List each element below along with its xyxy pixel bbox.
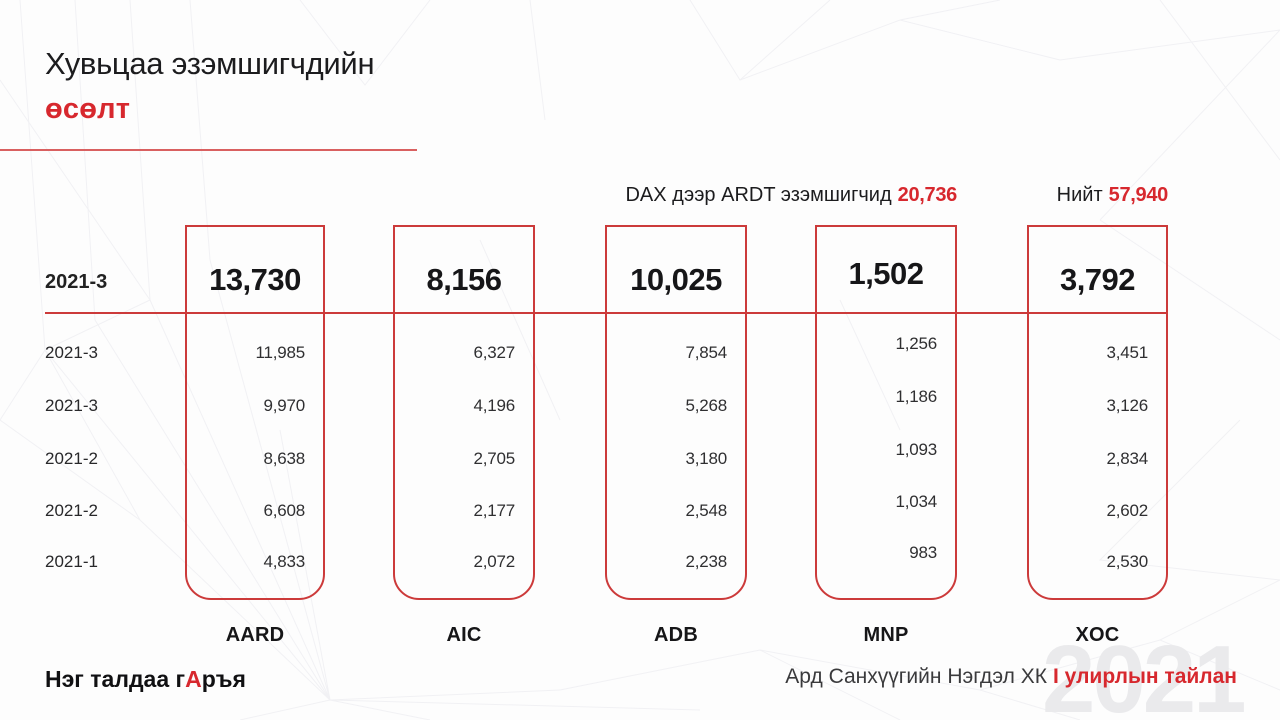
column-value: 7,854: [685, 343, 727, 362]
column-border: [1027, 225, 1168, 600]
total-holders-stat: Нийт 57,940: [1056, 182, 1169, 208]
column-value: 2,602: [1106, 501, 1148, 520]
column-current-value: 3,792: [1059, 262, 1136, 297]
row-label-4: 2021-1: [45, 552, 98, 571]
ticker-label-mnp: MNP: [863, 624, 909, 646]
column-current-value: 13,730: [209, 262, 301, 297]
column-value: 1,256: [895, 334, 937, 353]
report-title: I улирлын тайлан: [1053, 665, 1237, 688]
column-value: 983: [909, 543, 937, 562]
brand-slogan: Нэг талдаа гАръя: [45, 666, 246, 693]
column-aic: 8,156 6,327 4,196 2,705 2,177 2,072 AIC: [393, 225, 535, 646]
row-label-1: 2021-3: [45, 396, 98, 415]
ticker-label-aard: AARD: [225, 624, 285, 646]
row-label-0: 2021-3: [45, 343, 98, 362]
column-value: 9,970: [263, 396, 305, 415]
title-underline: [0, 149, 417, 151]
column-value: 6,327: [473, 343, 515, 362]
total-holders-value: 57,940: [1108, 184, 1169, 206]
column-value: 8,638: [263, 449, 305, 468]
slogan-text-prefix: Нэг талдаа г: [45, 666, 186, 692]
column-value: 1,034: [895, 492, 937, 511]
column-value: 3,451: [1106, 343, 1148, 362]
column-border: [605, 225, 747, 600]
year-watermark: 2021: [1042, 626, 1247, 720]
ticker-label-xoc: XOC: [1075, 624, 1120, 646]
column-aard: 13,730 11,985 9,970 8,638 6,608 4,833 AA…: [185, 225, 325, 646]
column-current-value: 8,156: [426, 262, 502, 297]
page-title: Хувьцаа эзэмшигчдийн: [45, 46, 375, 81]
column-value: 1,093: [895, 440, 937, 459]
column-value: 2,548: [685, 501, 727, 520]
row-label-2: 2021-2: [45, 449, 98, 468]
current-period-label: 2021-3: [45, 271, 108, 293]
column-mnp: 1,502 1,256 1,186 1,093 1,034 983 MNP: [815, 225, 957, 646]
report-footer: Ард Санхүүгийн Нэгдэл ХК I улирлын тайлан: [785, 665, 1237, 689]
dax-holders-stat: DAX дээр ARDT эзэмшигчид 20,736: [625, 182, 957, 208]
company-name: Ард Санхүүгийн Нэгдэл ХК: [785, 665, 1047, 688]
column-value: 2,834: [1106, 449, 1148, 468]
column-value: 1,186: [895, 387, 937, 406]
column-border: [393, 225, 535, 600]
total-holders-label: Нийт: [1056, 184, 1103, 206]
column-value: 2,072: [473, 552, 515, 571]
dax-holders-label: DAX дээр ARDT эзэмшигчид: [625, 184, 892, 206]
column-current-value: 1,502: [848, 256, 924, 291]
slogan-text-suffix: ръя: [201, 666, 246, 692]
column-value: 2,238: [685, 552, 727, 571]
column-value: 2,705: [473, 449, 515, 468]
ticker-label-adb: ADB: [654, 624, 698, 646]
column-value: 4,196: [473, 396, 515, 415]
column-border: [185, 225, 325, 600]
dax-holders-value: 20,736: [897, 184, 958, 206]
column-value: 3,180: [685, 449, 727, 468]
column-value: 6,608: [263, 501, 305, 520]
column-value: 5,268: [685, 396, 727, 415]
column-value: 2,177: [473, 501, 515, 520]
column-value: 3,126: [1106, 396, 1148, 415]
page-subtitle: өсөлт: [45, 93, 131, 125]
column-current-value: 10,025: [630, 262, 722, 297]
column-border: [815, 225, 957, 600]
column-value: 11,985: [255, 343, 305, 362]
ard-logo-letter: А: [185, 666, 202, 692]
ticker-label-aic: AIC: [446, 624, 482, 646]
column-value: 4,833: [263, 552, 305, 571]
column-value: 2,530: [1106, 552, 1148, 571]
row-label-3: 2021-2: [45, 501, 98, 520]
column-xoc: 3,792 3,451 3,126 2,834 2,602 2,530 XOC: [1027, 225, 1168, 646]
column-adb: 10,025 7,854 5,268 3,180 2,548 2,238 ADB: [605, 225, 747, 646]
